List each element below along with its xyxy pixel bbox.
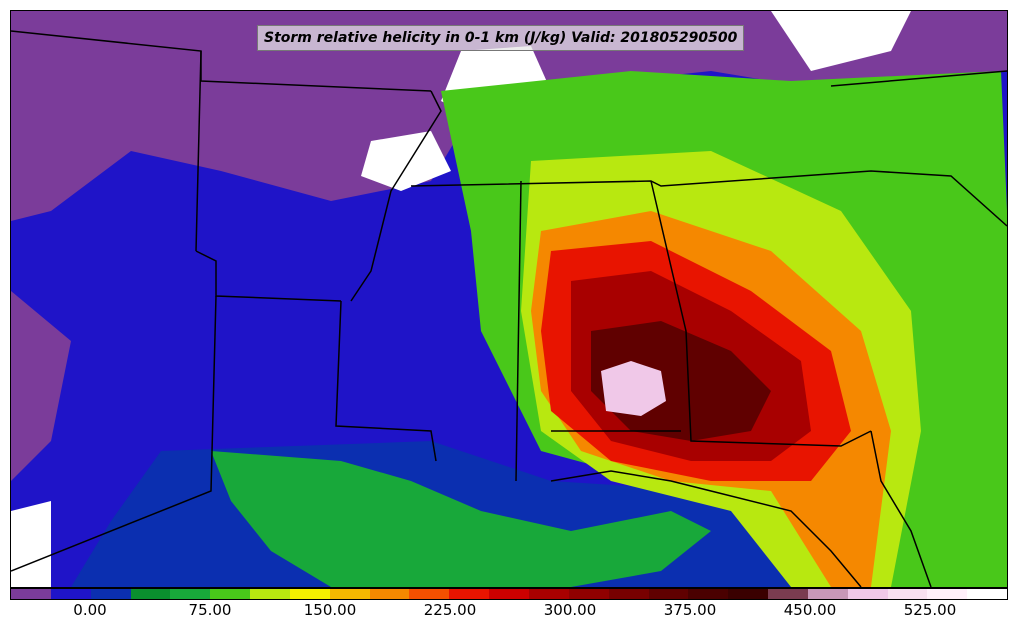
low-helicity-region-west bbox=[11, 291, 71, 481]
legend-color-swatch bbox=[170, 589, 211, 599]
legend-color-swatch bbox=[250, 589, 290, 599]
legend-color-swatch bbox=[210, 589, 251, 599]
legend-color-swatch bbox=[11, 589, 51, 599]
legend-color-swatch bbox=[608, 589, 649, 599]
null-region-ne bbox=[771, 11, 911, 71]
map-title: Storm relative helicity in 0-1 km (J/kg)… bbox=[257, 25, 745, 51]
legend-color-swatch bbox=[728, 589, 769, 599]
legend-tick-label: 150.00 bbox=[303, 601, 357, 619]
legend-color-swatch bbox=[847, 589, 888, 599]
legend-tick-label: 75.00 bbox=[188, 601, 232, 619]
legend-tick-label: 450.00 bbox=[783, 601, 837, 619]
legend-tick-label: 225.00 bbox=[423, 601, 477, 619]
legend-color-swatch bbox=[449, 589, 490, 599]
low-helicity-region-north bbox=[11, 11, 1007, 221]
legend-color-swatch bbox=[489, 589, 529, 599]
map-panel: Storm relative helicity in 0-1 km (J/kg)… bbox=[10, 10, 1008, 588]
legend-color-swatch bbox=[768, 589, 808, 599]
legend-color-swatch bbox=[807, 589, 848, 599]
legend-tick-label: 300.00 bbox=[543, 601, 597, 619]
legend-color-swatch bbox=[90, 589, 131, 599]
legend-tick-label: 525.00 bbox=[903, 601, 957, 619]
legend-color-swatch bbox=[329, 589, 370, 599]
null-region-tennessee bbox=[361, 131, 451, 191]
helicity-map bbox=[11, 11, 1007, 587]
legend-color-swatch bbox=[887, 589, 928, 599]
color-legend-ticks: 0.00 75.00 150.00 225.00 300.00 375.00 450.00 5… bbox=[10, 601, 1008, 625]
null-region-sw bbox=[11, 501, 51, 587]
state-borders bbox=[11, 30, 1007, 587]
gulf-green-band bbox=[211, 451, 711, 587]
legend-color-swatch bbox=[568, 589, 609, 599]
legend-color-swatch bbox=[528, 589, 569, 599]
legend-color-swatch bbox=[289, 589, 330, 599]
legend-color-swatch bbox=[688, 589, 729, 599]
legend-color-swatch bbox=[648, 589, 689, 599]
legend-color-swatch bbox=[130, 589, 171, 599]
color-legend-bar bbox=[10, 588, 1008, 600]
legend-tick-label: 0.00 bbox=[73, 601, 107, 619]
legend-color-swatch bbox=[409, 589, 450, 599]
legend-color-swatch bbox=[927, 589, 968, 599]
legend-color-swatch bbox=[50, 589, 91, 599]
legend-tick-label: 375.00 bbox=[663, 601, 717, 619]
legend-color-swatch bbox=[967, 589, 1008, 599]
peak-helicity bbox=[601, 361, 666, 416]
legend-color-swatch bbox=[369, 589, 410, 599]
